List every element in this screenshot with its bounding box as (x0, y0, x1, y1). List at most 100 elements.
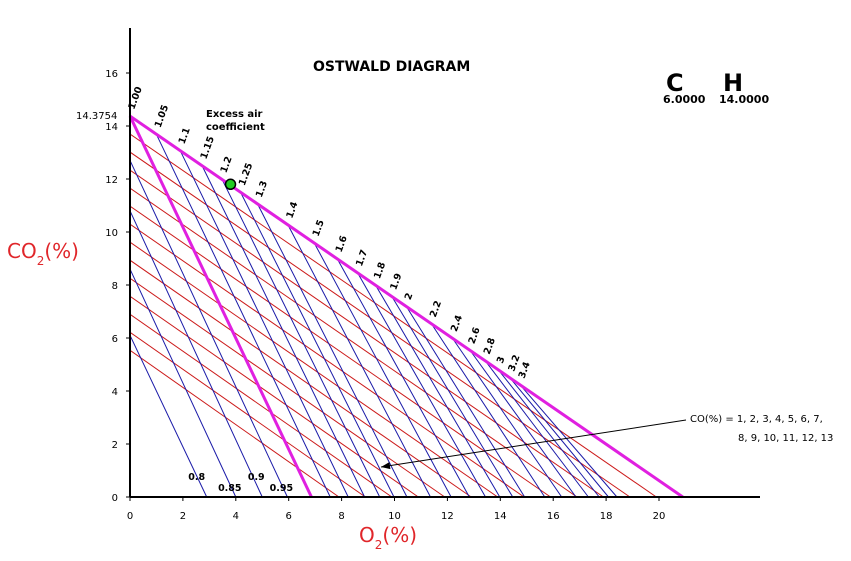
coefficient-line (130, 160, 288, 498)
x-tick-label: 16 (547, 511, 560, 522)
x-tick-label: 14 (494, 511, 507, 522)
coefficient-line (130, 210, 263, 498)
coefficient-line (130, 268, 237, 498)
x-tick-label: 2 (180, 511, 186, 522)
coefficient-line (357, 272, 486, 498)
y-tick-label: 8 (112, 281, 118, 292)
co-line (130, 205, 551, 498)
x-tick-label: 4 (233, 511, 239, 522)
coefficient-label: 2.6 (467, 326, 483, 346)
coefficient-label: 1.15 (199, 135, 217, 161)
coefficient-line (484, 360, 589, 498)
svg-text:O2(%): O2(%) (359, 523, 417, 552)
x-ticks-group: 0 2 4 6 8 10 12 14 16 18 20 (127, 497, 666, 522)
coefficient-line (313, 242, 452, 498)
x-tick-label: 12 (441, 511, 454, 522)
co-lines-group (130, 133, 657, 498)
coefficient-label: 1.6 (334, 234, 350, 254)
coefficient-line (155, 133, 331, 498)
coefficient-line (240, 192, 395, 498)
boundary-lines-group (128, 114, 684, 499)
hydrogen-symbol: H (723, 69, 743, 97)
co-line (130, 223, 525, 498)
y-tick-label: 16 (105, 69, 118, 80)
coefficient-label: 1.8 (372, 260, 388, 280)
max-co2-label: 14.3754 (76, 111, 117, 122)
x-tick-label: 6 (286, 511, 292, 522)
coefficient-label: 2.4 (449, 313, 465, 333)
coefficient-label: 1.5 (311, 218, 327, 238)
coefficient-label: 0.85 (218, 483, 241, 494)
co-line (130, 187, 578, 498)
y-tick-label: 14 (105, 122, 118, 133)
co-annotation-arrow (380, 419, 687, 468)
co-line (130, 313, 393, 498)
coefficient-label: 1.25 (237, 161, 255, 187)
coefficient-lines-group (130, 133, 618, 498)
carbon-symbol: C (666, 69, 684, 97)
x-axis-title: O2(%) (359, 523, 417, 552)
co-line (130, 169, 604, 498)
coefficient-line (405, 306, 526, 498)
y-tick-label: 12 (105, 175, 118, 186)
x-tick-label: 20 (653, 511, 666, 522)
marked-point[interactable] (224, 178, 237, 191)
coefficient-labels-group: 0.80.850.90.951.001.051.1 1.151.2 1.251.31… (126, 85, 532, 494)
coefficient-line (221, 179, 381, 498)
co-line (130, 259, 472, 498)
coefficient-label: 1.7 (354, 248, 370, 268)
coefficient-label: 1.05 (153, 103, 171, 129)
coefficient-label: 1.3 (254, 179, 270, 199)
excess-air-label-line1: Excess air (206, 109, 263, 120)
coefficient-label: 2.8 (482, 336, 498, 356)
y-tick-label: 4 (112, 387, 118, 398)
coefficient-label: 1.9 (388, 272, 404, 292)
complete-combustion-line (129, 114, 684, 499)
co-values-line1: CO(%) = 1, 2, 3, 4, 5, 6, 7, (690, 414, 823, 425)
y-axis-title-unit: (%) (44, 239, 79, 263)
y-axis-title-main: CO (7, 239, 37, 263)
coefficient-line (431, 323, 546, 498)
coefficient-label: 3.2 (507, 353, 523, 373)
coefficient-line (179, 150, 349, 498)
coefficient-line (509, 377, 609, 498)
co-line (130, 241, 498, 498)
coefficient-line (498, 369, 600, 498)
coefficient-label: 2.2 (428, 299, 444, 319)
excess-air-label-line2: coefficient (206, 122, 265, 133)
coefficient-line (375, 285, 501, 498)
chart-title: OSTWALD DIAGRAM (313, 59, 470, 75)
co-line (130, 295, 419, 498)
coefficient-label: 0.95 (270, 483, 293, 494)
co-values-line2: 8, 9, 10, 11, 12, 13 (738, 433, 833, 444)
co-line (130, 331, 366, 498)
coefficient-line (336, 258, 470, 498)
x-tick-label: 0 (127, 511, 133, 522)
coefficient-label: 1.4 (284, 200, 300, 220)
coefficient-label: 0.9 (248, 472, 265, 483)
y-axis-title-sub: 2 (37, 254, 45, 268)
y-tick-label: 6 (112, 334, 118, 345)
x-tick-label: 10 (388, 511, 401, 522)
x-tick-label: 18 (600, 511, 613, 522)
x-tick-label: 8 (338, 511, 344, 522)
y-axis-title: CO2(%) (7, 239, 79, 268)
x-axis-title-unit: (%) (382, 523, 417, 547)
coefficient-label: 1.1 (177, 126, 193, 146)
co-line (130, 349, 340, 498)
coefficient-line (452, 337, 563, 498)
coefficient-line (391, 296, 514, 498)
coefficient-label: 0.8 (188, 472, 205, 483)
co-zero-line (128, 115, 313, 498)
co-annotation: CO(%) = 1, 2, 3, 4, 5, 6, 7, 8, 9, 10, 1… (380, 414, 833, 470)
y-tick-label: 10 (105, 228, 118, 239)
coefficient-label: 3 (495, 355, 508, 365)
y-tick-label: 0 (112, 493, 118, 504)
coefficient-line (519, 384, 618, 498)
svg-text:CO2(%): CO2(%) (7, 239, 79, 268)
y-ticks-group: 0 2 4 6 8 10 12 14 16 (105, 69, 130, 504)
coefficient-line (201, 165, 366, 498)
coefficient-line (469, 350, 577, 498)
coefficient-label: 1.2 (219, 155, 235, 175)
